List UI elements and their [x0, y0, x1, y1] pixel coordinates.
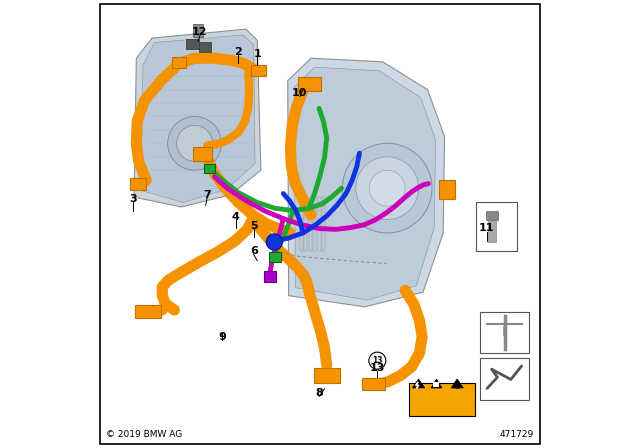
FancyBboxPatch shape: [488, 215, 496, 242]
Text: 6: 6: [250, 246, 258, 256]
FancyBboxPatch shape: [362, 378, 385, 390]
Text: 11: 11: [479, 224, 495, 233]
FancyBboxPatch shape: [193, 147, 212, 161]
FancyBboxPatch shape: [193, 24, 203, 37]
FancyBboxPatch shape: [130, 178, 146, 190]
Text: 4: 4: [232, 212, 240, 222]
Text: 3: 3: [129, 194, 136, 204]
Text: © 2019 BMW AG: © 2019 BMW AG: [106, 430, 182, 439]
FancyBboxPatch shape: [199, 42, 211, 52]
Circle shape: [266, 234, 282, 250]
FancyBboxPatch shape: [300, 197, 303, 251]
Circle shape: [356, 157, 419, 220]
Circle shape: [168, 116, 221, 170]
Polygon shape: [412, 379, 425, 388]
Circle shape: [342, 143, 432, 233]
Text: ✋: ✋: [455, 380, 460, 389]
Text: 13: 13: [370, 363, 385, 373]
Circle shape: [369, 170, 405, 206]
FancyBboxPatch shape: [269, 252, 280, 262]
FancyBboxPatch shape: [481, 358, 529, 400]
Text: 471729: 471729: [500, 430, 534, 439]
Text: 7: 7: [204, 190, 211, 200]
FancyBboxPatch shape: [476, 202, 517, 251]
FancyBboxPatch shape: [172, 57, 186, 68]
FancyBboxPatch shape: [433, 382, 439, 387]
Text: i: i: [435, 382, 438, 388]
Text: 5: 5: [250, 221, 257, 231]
FancyBboxPatch shape: [204, 164, 215, 173]
FancyBboxPatch shape: [264, 271, 276, 282]
Text: 2: 2: [235, 47, 243, 56]
FancyBboxPatch shape: [409, 383, 475, 416]
FancyBboxPatch shape: [305, 197, 307, 251]
Text: I: I: [502, 325, 507, 340]
Text: 13: 13: [372, 356, 383, 365]
Text: 9: 9: [218, 332, 227, 342]
Polygon shape: [431, 379, 442, 388]
FancyBboxPatch shape: [317, 197, 321, 251]
Text: 10: 10: [292, 88, 308, 98]
Polygon shape: [288, 58, 445, 307]
Circle shape: [177, 125, 212, 161]
Text: 12: 12: [192, 27, 208, 37]
FancyBboxPatch shape: [100, 4, 540, 444]
FancyBboxPatch shape: [439, 180, 455, 199]
FancyBboxPatch shape: [486, 211, 498, 220]
Polygon shape: [451, 379, 463, 388]
Polygon shape: [134, 29, 261, 207]
Polygon shape: [294, 67, 436, 300]
Text: 1: 1: [253, 49, 261, 59]
FancyBboxPatch shape: [323, 197, 325, 251]
FancyBboxPatch shape: [314, 368, 340, 383]
FancyBboxPatch shape: [251, 65, 266, 76]
Polygon shape: [141, 35, 255, 202]
FancyBboxPatch shape: [481, 312, 529, 353]
Text: 8: 8: [316, 388, 323, 398]
FancyBboxPatch shape: [314, 197, 316, 251]
FancyBboxPatch shape: [186, 39, 198, 49]
FancyBboxPatch shape: [309, 197, 312, 251]
FancyBboxPatch shape: [298, 77, 321, 91]
FancyBboxPatch shape: [134, 305, 161, 318]
